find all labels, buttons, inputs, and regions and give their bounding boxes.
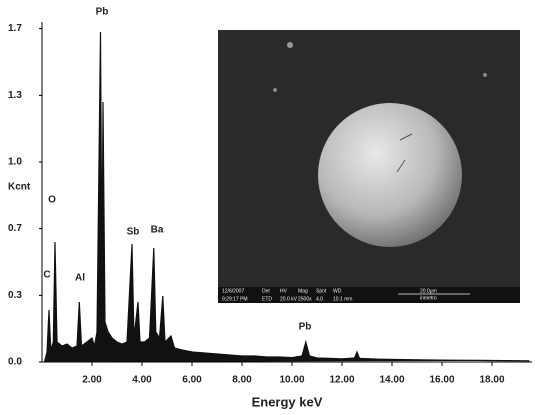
- speck: [273, 88, 277, 92]
- y-tick-label: 0.0: [8, 357, 22, 368]
- info-text: 20.0µm: [420, 288, 437, 294]
- info-text: 4.0: [316, 296, 323, 302]
- peak-label: Sb: [127, 227, 140, 238]
- info-text: Spot: [316, 288, 327, 294]
- peak-label: Al: [75, 273, 85, 284]
- peak-label: Pb: [96, 7, 109, 18]
- y-tick-label: 0.7: [8, 223, 22, 234]
- peak-label: Ba: [151, 225, 164, 236]
- peak-label: Pb: [299, 322, 312, 333]
- info-text: inmetro: [420, 295, 437, 301]
- info-text: 2500x: [298, 296, 312, 302]
- x-tick-label: 2.00: [82, 375, 102, 386]
- info-text: 20.0 kV: [280, 296, 298, 302]
- x-tick-label: 4.00: [132, 375, 152, 386]
- info-text: 12/6/2007: [222, 288, 244, 294]
- x-tick-label: 16.00: [429, 375, 454, 386]
- info-text: Mag: [298, 288, 308, 294]
- peak-label: C: [43, 270, 50, 281]
- info-text: HV: [280, 288, 288, 294]
- speck: [483, 73, 487, 77]
- x-tick-label: 8.00: [232, 375, 252, 386]
- peak-label: O: [48, 195, 56, 206]
- page: {"chart_data": {"type": "area", "xlabel"…: [0, 0, 535, 415]
- x-tick-label: 18.00: [479, 375, 504, 386]
- info-text: WD: [333, 288, 342, 294]
- info-text: Det: [262, 288, 270, 294]
- chart: Kcnt Energy keV 0.0 0.3 0.7 1.0 1.3 1.7 2.00 4.…: [0, 0, 535, 415]
- y-tick-label: 1.0: [8, 157, 22, 168]
- info-text: ETD: [262, 296, 272, 302]
- x-tick-label: 12.00: [329, 375, 354, 386]
- info-text: 10.1 mm: [333, 296, 352, 302]
- y-tick-label: 0.3: [8, 290, 22, 301]
- particle: [318, 103, 462, 247]
- speck: [287, 42, 293, 48]
- y-tick-label: 1.3: [8, 90, 22, 101]
- info-text: 9:29:17 PM: [222, 296, 248, 302]
- x-tick-label: 10.00: [279, 375, 304, 386]
- x-tick-label: 6.00: [182, 375, 202, 386]
- x-tick-label: 14.00: [379, 375, 404, 386]
- y-axis-label: Kcnt: [8, 182, 31, 193]
- y-tick-label: 1.7: [8, 23, 22, 34]
- x-axis-label: Energy keV: [252, 394, 323, 409]
- sem-inset: [218, 30, 520, 303]
